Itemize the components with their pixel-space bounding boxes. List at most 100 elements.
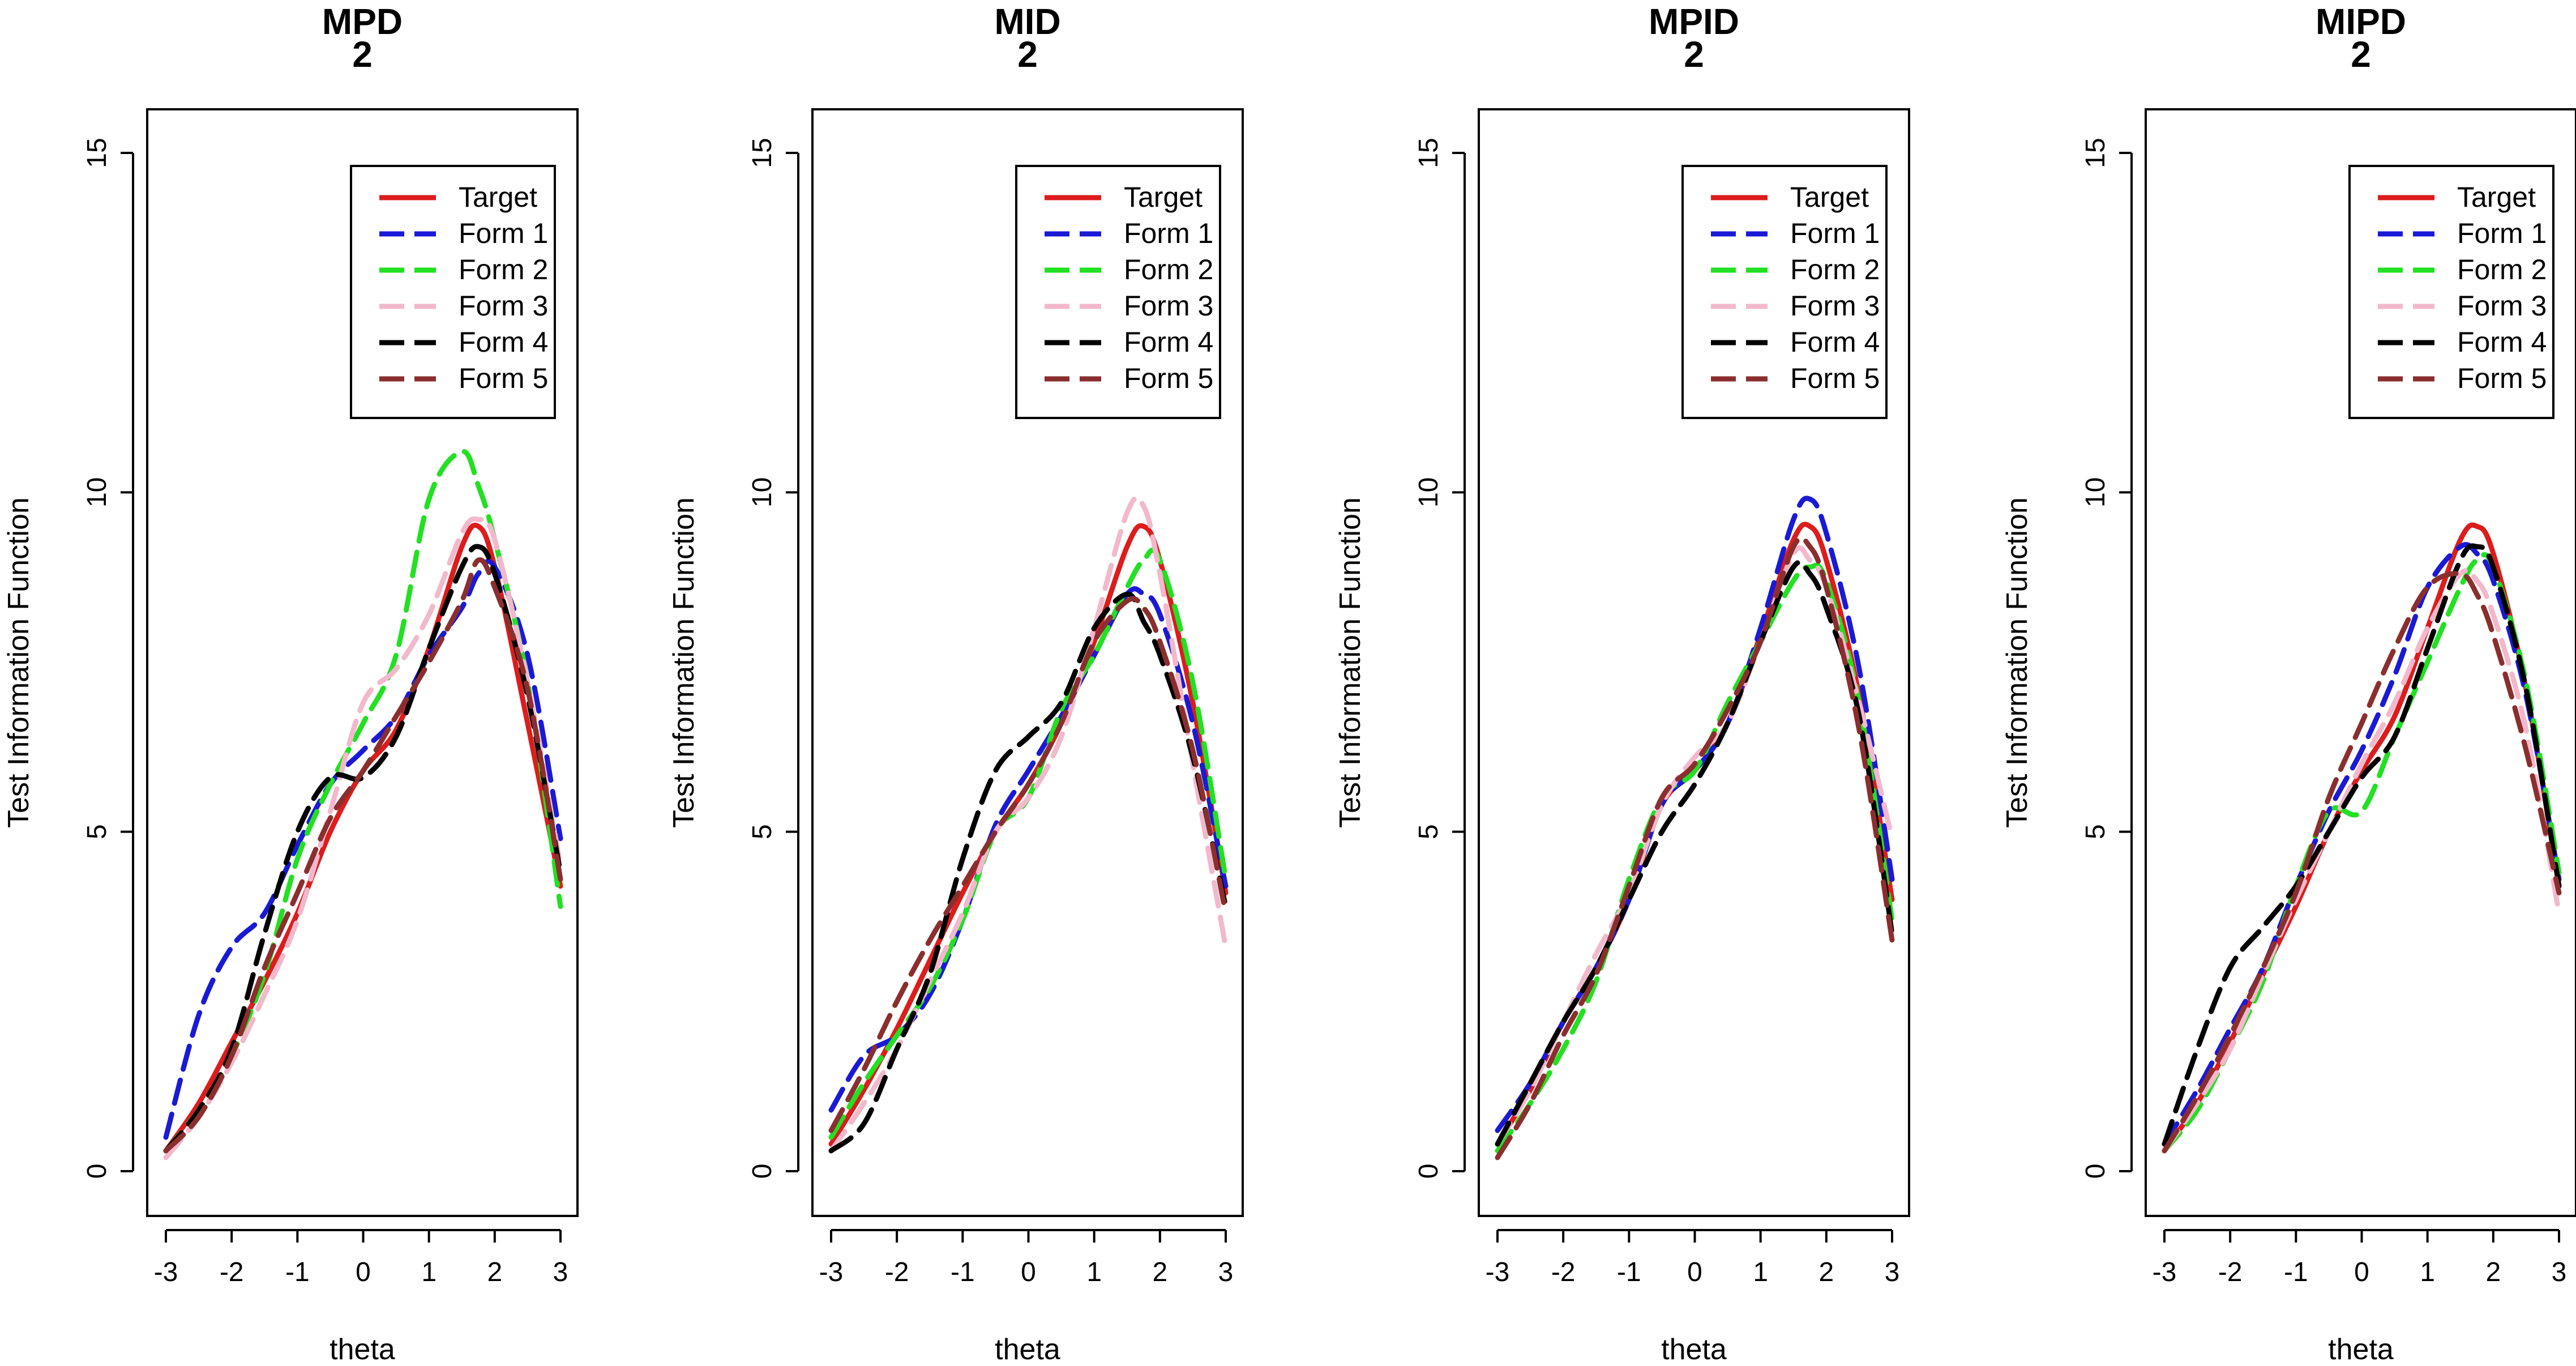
x-tick-label: -1 — [285, 1257, 310, 1287]
x-axis-label: theta — [2328, 1333, 2394, 1366]
legend-label: Form 4 — [459, 326, 548, 358]
y-tick-label: 15 — [2081, 138, 2111, 168]
y-axis-label: Test Information Function — [1334, 497, 1367, 828]
y-tick-label: 0 — [747, 1164, 777, 1179]
series-line-form-5 — [2162, 571, 2562, 1154]
x-tick-label: 1 — [2420, 1257, 2435, 1287]
legend-label: Form 1 — [2457, 217, 2547, 249]
y-tick-label: 10 — [2081, 477, 2111, 507]
x-tick-label: 1 — [421, 1257, 437, 1287]
series-line-form-4 — [2162, 543, 2562, 1147]
legend-frame — [350, 165, 556, 419]
legend-label: Form 5 — [1124, 362, 1213, 394]
series-line-form-3 — [163, 516, 563, 1160]
x-tick-label: -3 — [1486, 1257, 1510, 1287]
chart-subtitle: 2 — [2351, 34, 2371, 75]
legend-label: Form 4 — [1790, 326, 1880, 358]
legend-frame — [1681, 165, 1888, 419]
x-tick-label: -2 — [2218, 1257, 2243, 1287]
y-tick-label: 0 — [2081, 1164, 2111, 1179]
series-line-form-1 — [828, 586, 1229, 1113]
series-line-form-4 — [828, 591, 1229, 1154]
legend-frame — [1015, 165, 1221, 419]
x-tick-label: 1 — [1753, 1257, 1768, 1287]
y-axis-label: Test Information Function — [667, 497, 700, 828]
x-axis-label: theta — [1661, 1333, 1727, 1366]
legend-label: Form 3 — [459, 290, 548, 322]
x-axis-label: theta — [995, 1333, 1060, 1366]
x-tick-label: -3 — [154, 1257, 178, 1287]
plot-frame — [1478, 108, 1910, 1217]
chart-title: MIPD — [2316, 1, 2406, 42]
x-tick-label: 2 — [1152, 1257, 1167, 1287]
x-tick-label: -1 — [1617, 1257, 1641, 1287]
legend-label: Form 3 — [1124, 290, 1213, 322]
y-tick-label: 5 — [82, 824, 112, 839]
series-line-form-3 — [828, 495, 1229, 1154]
y-axis-label: Test Information Function — [2, 497, 35, 828]
x-tick-label: 2 — [2485, 1257, 2501, 1287]
series-line-form-4 — [163, 544, 563, 1154]
x-tick-label: -2 — [1551, 1257, 1576, 1287]
legend-label: Form 2 — [1124, 254, 1213, 285]
x-tick-label: 0 — [2354, 1257, 2369, 1287]
series-line-form-5 — [828, 596, 1229, 1133]
y-tick-label: 15 — [747, 138, 777, 168]
legend-label: Target — [459, 181, 537, 213]
chart-title: MPID — [1649, 1, 1739, 42]
x-tick-label: 2 — [1818, 1257, 1834, 1287]
y-tick-label: 15 — [1414, 138, 1444, 168]
chart-subtitle: 2 — [352, 34, 373, 75]
x-tick-label: 3 — [1885, 1257, 1900, 1287]
series-line-form-3 — [2162, 567, 2562, 1154]
x-tick-label: 1 — [1086, 1257, 1102, 1287]
x-axis-label: theta — [330, 1333, 395, 1366]
x-tick-label: -1 — [951, 1257, 975, 1287]
y-tick-label: 15 — [82, 138, 112, 168]
y-tick-label: 10 — [82, 477, 112, 507]
legend: Target Form 1 Form 2 Form 3 Form 4 Form 5 — [1681, 165, 1888, 419]
y-tick-label: 0 — [82, 1164, 112, 1179]
x-tick-label: -2 — [220, 1257, 244, 1287]
x-tick-label: 0 — [1687, 1257, 1702, 1287]
chart-subtitle: 2 — [1017, 34, 1038, 75]
legend-label: Form 5 — [2457, 362, 2547, 394]
y-tick-label: 0 — [1414, 1164, 1444, 1179]
legend-label: Form 5 — [1790, 362, 1880, 394]
legend-label: Target — [1790, 181, 1869, 213]
legend-label: Form 1 — [1790, 217, 1880, 249]
plot-frame — [811, 108, 1244, 1217]
plot-frame — [2145, 108, 2576, 1217]
legend: Target Form 1 Form 2 Form 3 Form 4 Form 5 — [2348, 165, 2554, 419]
legend-label: Form 4 — [1124, 326, 1213, 358]
y-tick-label: 10 — [1414, 477, 1444, 507]
y-tick-label: 5 — [747, 824, 777, 839]
legend-frame — [2348, 165, 2554, 419]
series-line-form-5 — [1495, 535, 1895, 1160]
series-line-form-2 — [163, 449, 563, 1154]
legend-label: Target — [1124, 181, 1203, 213]
legend-label: Form 1 — [1124, 217, 1213, 249]
legend-label: Form 2 — [2457, 254, 2547, 285]
y-tick-label: 5 — [1414, 824, 1444, 839]
legend-label: Form 4 — [2457, 326, 2547, 358]
legend-label: Form 2 — [1790, 254, 1880, 285]
x-tick-label: 3 — [553, 1257, 568, 1287]
x-tick-label: 0 — [1021, 1257, 1036, 1287]
x-tick-label: -2 — [885, 1257, 909, 1287]
legend-label: Form 2 — [459, 254, 548, 285]
x-tick-label: -3 — [819, 1257, 844, 1287]
legend-label: Form 1 — [459, 217, 548, 249]
legend-label: Form 5 — [459, 362, 548, 394]
plot-frame — [146, 108, 579, 1217]
legend: Target Form 1 Form 2 Form 3 Form 4 Form 5 — [1015, 165, 1221, 419]
x-tick-label: -3 — [2153, 1257, 2177, 1287]
y-tick-label: 10 — [747, 477, 777, 507]
y-axis-label: Test Information Function — [2001, 497, 2034, 828]
legend-label: Form 3 — [2457, 290, 2547, 322]
x-tick-label: 0 — [356, 1257, 371, 1287]
